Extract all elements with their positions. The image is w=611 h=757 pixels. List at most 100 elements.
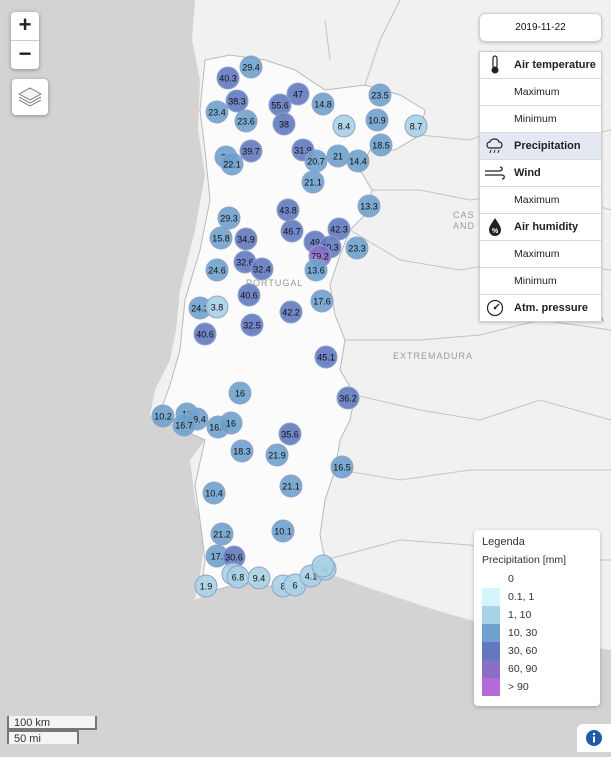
- info-button[interactable]: [577, 724, 611, 752]
- station-marker[interactable]: 17.6: [310, 289, 334, 313]
- param-label: Minimum: [514, 113, 557, 125]
- station-marker[interactable]: 23.6: [234, 109, 258, 133]
- param-air-humidity-max[interactable]: Maximum: [480, 241, 601, 268]
- station-marker[interactable]: 21.9: [265, 443, 289, 467]
- station-marker[interactable]: 23.3: [345, 236, 369, 260]
- station-value: 40.3: [321, 243, 339, 253]
- station-marker[interactable]: 13.6: [304, 258, 328, 282]
- param-wind[interactable]: Wind: [480, 160, 601, 187]
- zoom-in-button[interactable]: +: [18, 12, 32, 37]
- station-marker[interactable]: 36.2: [336, 386, 360, 410]
- station-marker[interactable]: 23.4: [205, 100, 229, 124]
- station-marker[interactable]: 3.8: [205, 295, 229, 319]
- station-value: 43.8: [279, 206, 297, 216]
- station-marker[interactable]: 32.4: [250, 257, 274, 281]
- station-marker[interactable]: 16: [228, 381, 252, 405]
- station-marker[interactable]: 15.8: [209, 226, 233, 250]
- station-marker[interactable]: 38.3: [225, 89, 249, 113]
- param-air-temperature-min[interactable]: Minimum: [480, 106, 601, 133]
- date-selector[interactable]: 2019-11-22: [479, 13, 602, 42]
- station-circle: [314, 345, 338, 369]
- param-precipitation[interactable]: Precipitation: [480, 133, 601, 160]
- legend-label: > 90: [508, 681, 529, 693]
- station-marker[interactable]: 21: [326, 144, 350, 168]
- zoom-out-button[interactable]: −: [11, 40, 39, 69]
- station-marker[interactable]: 29.3: [217, 206, 241, 230]
- station-value: 9.4: [253, 574, 266, 584]
- humidity-drop-icon: %: [482, 217, 508, 237]
- station-marker[interactable]: 40.3: [216, 66, 240, 90]
- station-marker[interactable]: 14.8: [311, 92, 335, 116]
- station-marker[interactable]: 8.4: [332, 114, 356, 138]
- station-circle: [336, 386, 360, 410]
- station-marker[interactable]: 16: [219, 411, 243, 435]
- station-marker[interactable]: 20.7: [304, 149, 328, 173]
- station-marker[interactable]: 29.4: [239, 55, 263, 79]
- station-circle: [216, 66, 240, 90]
- station-marker[interactable]: 14.4: [346, 149, 370, 173]
- station-marker[interactable]: 47: [286, 82, 310, 106]
- station-value: 21.1: [304, 178, 322, 188]
- station-value: 16.7: [175, 421, 193, 431]
- station-marker[interactable]: 10.2: [151, 404, 175, 428]
- station-circle: [234, 109, 258, 133]
- station-marker[interactable]: 6.8: [226, 565, 250, 589]
- station-marker[interactable]: 24.6: [205, 258, 229, 282]
- station-circle: [279, 474, 303, 498]
- station-marker[interactable]: 45.1: [314, 345, 338, 369]
- station-value: 47: [293, 90, 303, 100]
- station-marker[interactable]: 32.5: [240, 313, 264, 337]
- param-air-temperature-max[interactable]: Maximum: [480, 79, 601, 106]
- legend-label: 0.1, 1: [508, 591, 535, 603]
- station-value: 17.: [211, 552, 224, 562]
- station-circle: [311, 92, 335, 116]
- station-marker[interactable]: 10.4: [202, 481, 226, 505]
- wind-icon: [482, 166, 508, 180]
- station-marker[interactable]: 8.7: [404, 114, 428, 138]
- station-marker[interactable]: 16.5: [330, 455, 354, 479]
- station-marker[interactable]: 10.9: [365, 108, 389, 132]
- station-value: 20.7: [307, 157, 325, 167]
- station-marker[interactable]: 10.1: [271, 519, 295, 543]
- station-marker[interactable]: 55.6: [268, 93, 292, 117]
- param-air-humidity-min[interactable]: Minimum: [480, 268, 601, 295]
- station-marker[interactable]: 22.1: [220, 152, 244, 176]
- station-marker[interactable]: 18.5: [369, 133, 393, 157]
- station-marker[interactable]: 21.1: [301, 170, 325, 194]
- param-air-humidity[interactable]: % Air humidity: [480, 214, 601, 241]
- station-marker[interactable]: 21.2: [210, 522, 234, 546]
- station-circle: [286, 82, 310, 106]
- station-circle: [230, 439, 254, 463]
- station-circle: [205, 100, 229, 124]
- legend-item: 0.1, 1: [482, 588, 534, 606]
- station-marker[interactable]: 21.1: [279, 474, 303, 498]
- station-marker[interactable]: 42.3: [327, 217, 351, 241]
- param-air-temperature[interactable]: Air temperature: [480, 52, 601, 79]
- param-wind-max[interactable]: Maximum: [480, 187, 601, 214]
- station-circle: [151, 404, 175, 428]
- legend-item: 10, 30: [482, 624, 537, 642]
- station-marker[interactable]: 38: [272, 112, 296, 136]
- station-marker[interactable]: 40.6: [237, 283, 261, 307]
- station-marker[interactable]: 1.9: [194, 574, 218, 598]
- param-atm-pressure[interactable]: Atm. pressure: [480, 295, 601, 321]
- station-value: 13.6: [307, 266, 325, 276]
- station-marker[interactable]: 13.3: [357, 194, 381, 218]
- station-marker[interactable]: [311, 554, 335, 578]
- station-marker[interactable]: 16.7: [172, 413, 196, 437]
- station-marker[interactable]: 46.7: [280, 219, 304, 243]
- station-marker[interactable]: 9.4: [247, 566, 271, 590]
- layers-button[interactable]: [12, 79, 48, 115]
- station-marker[interactable]: 39.7: [239, 139, 263, 163]
- station-marker[interactable]: 23.5: [368, 83, 392, 107]
- station-marker[interactable]: 42.2: [279, 300, 303, 324]
- station-marker[interactable]: 40.6: [193, 322, 217, 346]
- station-marker[interactable]: 34.9: [234, 227, 258, 251]
- station-marker[interactable]: 43.8: [276, 198, 300, 222]
- station-value: 49: [310, 238, 320, 248]
- station-circle: [228, 381, 252, 405]
- station-marker[interactable]: 18.3: [230, 439, 254, 463]
- station-value: 42.2: [282, 308, 300, 318]
- station-marker[interactable]: 35.6: [278, 422, 302, 446]
